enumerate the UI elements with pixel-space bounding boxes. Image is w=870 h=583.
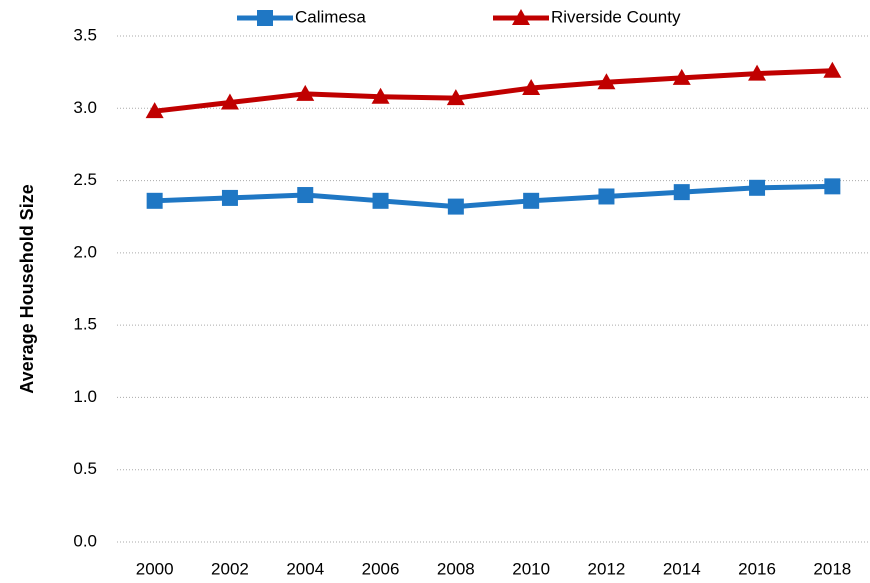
x-tick-label: 2006 bbox=[362, 559, 400, 578]
legend-label: Calimesa bbox=[295, 7, 366, 26]
y-axis-label: Average Household Size bbox=[17, 184, 37, 393]
marker bbox=[220, 93, 239, 110]
x-tick-label: 2008 bbox=[437, 559, 475, 578]
marker bbox=[673, 184, 690, 201]
y-tick-label: 2.0 bbox=[73, 242, 97, 261]
marker bbox=[221, 189, 238, 206]
marker bbox=[146, 192, 163, 209]
marker bbox=[296, 84, 315, 101]
marker bbox=[297, 187, 314, 204]
marker bbox=[523, 192, 540, 209]
x-tick-label: 2002 bbox=[211, 559, 249, 578]
y-tick-label: 3.5 bbox=[73, 25, 97, 44]
x-tick-label: 2004 bbox=[286, 559, 324, 578]
marker bbox=[522, 79, 541, 96]
y-tick-label: 3.0 bbox=[73, 98, 97, 117]
y-tick-label: 0.0 bbox=[73, 531, 97, 550]
x-tick-label: 2016 bbox=[738, 559, 776, 578]
marker bbox=[371, 87, 390, 104]
marker bbox=[372, 192, 389, 209]
y-tick-label: 1.0 bbox=[73, 387, 97, 406]
legend-marker bbox=[257, 10, 273, 26]
marker bbox=[824, 178, 841, 195]
marker bbox=[597, 73, 616, 90]
marker bbox=[823, 61, 842, 78]
marker bbox=[748, 64, 767, 81]
x-tick-label: 2012 bbox=[588, 559, 626, 578]
x-tick-label: 2000 bbox=[136, 559, 174, 578]
marker bbox=[598, 188, 615, 205]
series-line bbox=[154, 68, 833, 114]
marker bbox=[672, 68, 691, 85]
marker bbox=[145, 102, 164, 119]
marker bbox=[446, 89, 465, 106]
x-tick-label: 2010 bbox=[512, 559, 550, 578]
series-line bbox=[154, 183, 833, 210]
y-tick-label: 1.5 bbox=[73, 315, 97, 334]
marker bbox=[749, 179, 766, 196]
marker bbox=[447, 198, 464, 215]
x-tick-label: 2018 bbox=[813, 559, 851, 578]
y-tick-label: 0.5 bbox=[73, 459, 97, 478]
legend-marker bbox=[512, 9, 530, 25]
y-tick-label: 2.5 bbox=[73, 170, 97, 189]
x-tick-label: 2014 bbox=[663, 559, 701, 578]
legend-label: Riverside County bbox=[551, 7, 681, 26]
